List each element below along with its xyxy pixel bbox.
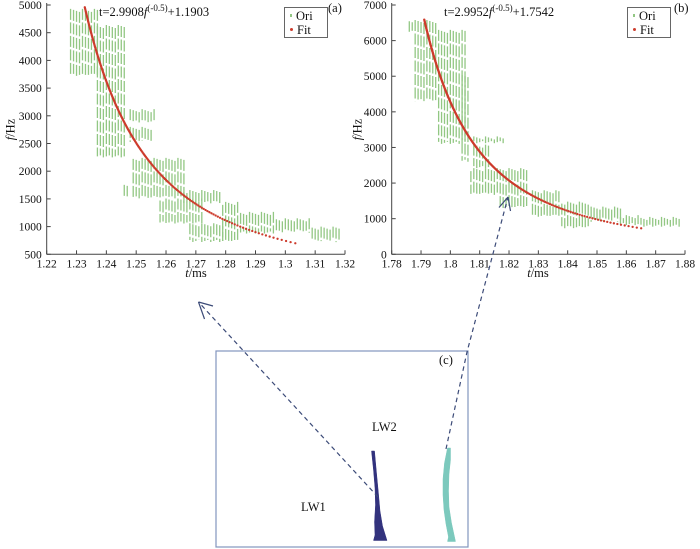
- panel-b-ylabel: f/Hz: [350, 118, 365, 141]
- panel-a-ylabel: f/Hz: [3, 118, 18, 141]
- y-tick-label: 6000: [364, 36, 387, 48]
- ori-marker-icon: [290, 14, 292, 17]
- x-tick-label: 1.87: [646, 258, 666, 270]
- panel-a-equation: t=2.9908f(-0.5)+1.1903: [99, 3, 210, 20]
- legend-label-ori: Ori: [639, 8, 656, 23]
- y-tick-label: 5000: [364, 71, 387, 83]
- x-tick-label: 1.27: [186, 258, 206, 270]
- y-tick-label: 3500: [19, 83, 42, 95]
- x-tick-label: 1.31: [305, 258, 325, 270]
- x-tick-label: 1.26: [156, 258, 176, 270]
- x-tick-label: 1.25: [126, 258, 146, 270]
- panel-b-letter: (b): [674, 1, 689, 15]
- waveform-curve-lw2: [442, 447, 456, 542]
- panel-a-xlabel: t/ms: [185, 266, 207, 280]
- ori-bands-b: [408, 19, 680, 229]
- ori-bands-a: [69, 8, 340, 243]
- panel-b-xlabel: t/ms: [527, 266, 549, 280]
- y-tick-label: 3000: [364, 142, 387, 154]
- y-tick-label: 7000: [364, 0, 387, 12]
- y-tick-label: 5000: [19, 0, 42, 12]
- legend-entry-fit: Fit: [285, 23, 327, 37]
- x-tick-label: 1.83: [528, 258, 548, 270]
- x-tick-label: 1.79: [411, 258, 431, 270]
- x-tick-label: 1.84: [558, 258, 578, 270]
- panel-c-letter: (c): [439, 353, 453, 367]
- legend-entry-fit: Fit: [628, 23, 670, 37]
- legend-entry-ori: Ori: [628, 9, 670, 23]
- dashed-arrow-2: [445, 196, 512, 450]
- y-tick-label: 2500: [19, 139, 42, 151]
- waveform-curve-lw1: [371, 450, 388, 541]
- y-tick-label: 500: [24, 249, 42, 261]
- y-tick-label: 4000: [19, 55, 42, 67]
- plot-c: [197, 196, 512, 548]
- x-tick-label: 1.23: [66, 258, 86, 270]
- x-tick-label: 1.8: [443, 258, 458, 270]
- fit-curve-b: [423, 18, 643, 230]
- legend-label-fit: Fit: [640, 22, 654, 37]
- legend-label-fit: Fit: [297, 22, 311, 37]
- x-tick-label: 1.3: [278, 258, 293, 270]
- y-tick-label: 2000: [364, 178, 387, 190]
- dashed-arrow-1: [197, 301, 379, 498]
- x-tick-label: 1.88: [675, 258, 695, 270]
- x-tick-label: 1.24: [96, 258, 116, 270]
- y-tick-label: 4500: [19, 28, 42, 40]
- y-tick-label: 4000: [364, 107, 387, 119]
- y-tick-label: 0: [381, 249, 387, 261]
- ori-marker-icon: [633, 14, 635, 17]
- legend-entry-ori: Ori: [285, 9, 327, 23]
- fit-marker-icon: [290, 28, 293, 31]
- y-tick-label: 2000: [19, 166, 42, 178]
- lw1-label: LW1: [301, 500, 326, 514]
- y-tick-label: 3000: [19, 111, 42, 123]
- x-tick-label: 1.81: [470, 258, 490, 270]
- legend-label-ori: Ori: [296, 8, 313, 23]
- y-tick-label: 1500: [19, 194, 42, 206]
- fit-marker-icon: [633, 28, 636, 31]
- plot-b: 1.78 1.79 1.8 1.81 1.82 1.83 1.84 1.85 1.86 1.87 1…: [364, 0, 696, 270]
- y-tick-label: 1000: [19, 222, 42, 234]
- x-tick-label: 1.82: [499, 258, 519, 270]
- x-tick-label: 1.78: [382, 258, 402, 270]
- plot-a: 1.22 1.23 1.24 1.25 1.26 1.27 1.28 1.29 1.3 1.31 1…: [19, 0, 356, 270]
- x-tick-label: 1.22: [37, 258, 57, 270]
- panel-a-legend: Ori Fit: [284, 7, 328, 38]
- panel-c-box: [215, 350, 469, 548]
- fit-curve-a: [83, 6, 297, 245]
- x-tick-label: 1.28: [216, 258, 236, 270]
- panel-b-equation: t=2.9952f(-0.5)+1.7542: [444, 3, 555, 20]
- x-tick-label: 1.32: [335, 258, 355, 270]
- y-tick-label: 1000: [364, 214, 387, 226]
- panel-a-letter: (a): [328, 1, 342, 15]
- x-tick-label: 1.29: [245, 258, 265, 270]
- x-tick-label: 1.86: [616, 258, 636, 270]
- x-tick-label: 1.85: [587, 258, 607, 270]
- lw2-label: LW2: [372, 420, 397, 434]
- panel-b-legend: Ori Fit: [627, 7, 671, 38]
